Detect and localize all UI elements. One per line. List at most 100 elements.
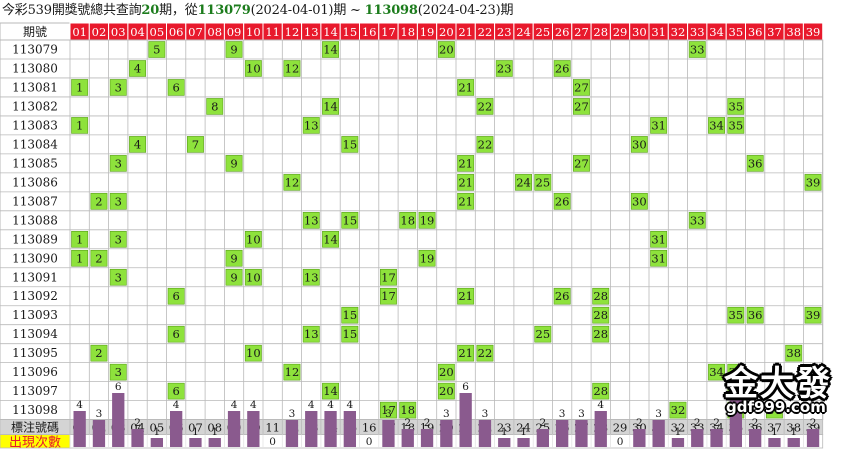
count-value-label: 1 bbox=[211, 426, 218, 438]
hit-number: 14 bbox=[323, 384, 338, 398]
hit-number: 31 bbox=[651, 251, 666, 265]
hit-cell bbox=[341, 325, 359, 343]
period-label: 113080 bbox=[12, 61, 58, 75]
hit-number: 39 bbox=[806, 308, 821, 322]
hit-number: 22 bbox=[478, 99, 493, 113]
title-start-date: (2024-04-01) bbox=[250, 3, 334, 18]
column-header-label: 28 bbox=[593, 25, 608, 39]
count-value-label: 1 bbox=[192, 426, 199, 438]
footer-label: 標注號碼 bbox=[11, 420, 59, 435]
hit-cell bbox=[476, 136, 494, 153]
column-header-label: 34 bbox=[709, 25, 724, 39]
hit-cell bbox=[244, 60, 262, 77]
hit-number: 10 bbox=[246, 232, 261, 246]
count-value-label: 0 bbox=[366, 436, 373, 448]
hit-cell bbox=[437, 382, 455, 400]
column-header-label: 01 bbox=[72, 25, 87, 39]
column-header-label: 21 bbox=[458, 25, 473, 39]
hit-cell bbox=[727, 117, 745, 134]
hit-number: 10 bbox=[246, 270, 261, 284]
count-bar bbox=[440, 420, 453, 447]
hit-number: 34 bbox=[709, 365, 724, 379]
hit-cell bbox=[225, 155, 243, 172]
hit-cell bbox=[109, 363, 127, 381]
hit-cell bbox=[572, 155, 590, 172]
hit-number: 31 bbox=[651, 118, 666, 132]
hit-cell bbox=[244, 231, 262, 248]
hit-number: 24 bbox=[516, 175, 531, 189]
hit-cell bbox=[457, 344, 475, 362]
hit-number: 17 bbox=[381, 403, 396, 417]
count-label: 出現次數 bbox=[9, 434, 61, 450]
hit-cell bbox=[727, 306, 745, 324]
count-bar bbox=[710, 429, 723, 447]
hit-number: 26 bbox=[555, 61, 570, 75]
count-bar bbox=[536, 429, 549, 447]
hit-number: 2 bbox=[95, 346, 102, 360]
period-label: 113089 bbox=[12, 232, 58, 246]
hit-cell bbox=[283, 174, 301, 191]
hit-cell bbox=[90, 249, 108, 267]
count-bar bbox=[671, 438, 685, 447]
logo-sub-text: gdf999.com bbox=[726, 398, 826, 416]
count-value-label: 2 bbox=[134, 417, 141, 429]
hit-cell bbox=[592, 287, 610, 305]
hit-number: 36 bbox=[748, 156, 763, 170]
hit-cell bbox=[244, 268, 262, 286]
count-bar bbox=[652, 420, 665, 447]
hit-number: 4 bbox=[134, 137, 141, 151]
hit-cell bbox=[187, 136, 204, 153]
period-label: 113087 bbox=[12, 194, 58, 208]
hit-number: 23 bbox=[497, 61, 512, 75]
footer-number-label: 29 bbox=[613, 421, 628, 435]
period-label: 113090 bbox=[12, 251, 58, 265]
hit-number: 6 bbox=[172, 80, 179, 94]
hit-cell bbox=[785, 344, 803, 362]
count-value-label: 2 bbox=[752, 417, 759, 429]
count-bar bbox=[594, 411, 607, 447]
period-label: 113091 bbox=[12, 270, 58, 284]
period-label: 113098 bbox=[12, 403, 58, 417]
hit-cell bbox=[109, 79, 127, 96]
hit-cell bbox=[476, 344, 494, 362]
hit-cell bbox=[457, 174, 475, 191]
hit-number: 19 bbox=[420, 213, 435, 227]
hit-cell bbox=[109, 268, 127, 286]
hit-number: 17 bbox=[381, 289, 396, 303]
count-bar bbox=[401, 429, 414, 447]
count-bar bbox=[787, 438, 800, 447]
hit-cell bbox=[457, 287, 475, 305]
hit-cell bbox=[322, 41, 339, 58]
count-value-label: 3 bbox=[655, 408, 662, 420]
period-label: 113086 bbox=[12, 175, 58, 189]
count-value-label: 4 bbox=[597, 399, 604, 411]
column-header-label: 30 bbox=[632, 25, 647, 39]
column-header-label: 27 bbox=[574, 25, 589, 39]
hit-cell bbox=[71, 249, 89, 267]
footer-number-label: 07 bbox=[188, 421, 203, 435]
hit-number: 33 bbox=[690, 43, 705, 57]
count-bar bbox=[633, 429, 646, 447]
title-suffix: 期 bbox=[500, 3, 514, 18]
count-value-label: 2 bbox=[810, 417, 817, 429]
count-value-label: 4 bbox=[173, 399, 180, 411]
column-header-label: 38 bbox=[786, 25, 801, 39]
column-header-label: 19 bbox=[420, 25, 435, 39]
hit-number: 27 bbox=[574, 80, 589, 94]
hit-cell bbox=[225, 249, 243, 267]
hit-cell bbox=[572, 79, 590, 96]
hit-number: 9 bbox=[230, 43, 237, 57]
hit-number: 14 bbox=[323, 43, 338, 57]
count-value-label: 0 bbox=[269, 436, 276, 448]
column-header-label: 08 bbox=[207, 25, 222, 39]
count-bar bbox=[806, 429, 820, 447]
hit-number: 13 bbox=[304, 118, 319, 132]
hit-number: 28 bbox=[593, 327, 608, 341]
column-header-label: 31 bbox=[651, 25, 666, 39]
column-header-label: 37 bbox=[767, 25, 782, 39]
hit-cell bbox=[322, 382, 339, 400]
hit-number: 26 bbox=[555, 194, 570, 208]
hit-cell bbox=[457, 79, 475, 96]
hit-cell bbox=[399, 401, 417, 419]
